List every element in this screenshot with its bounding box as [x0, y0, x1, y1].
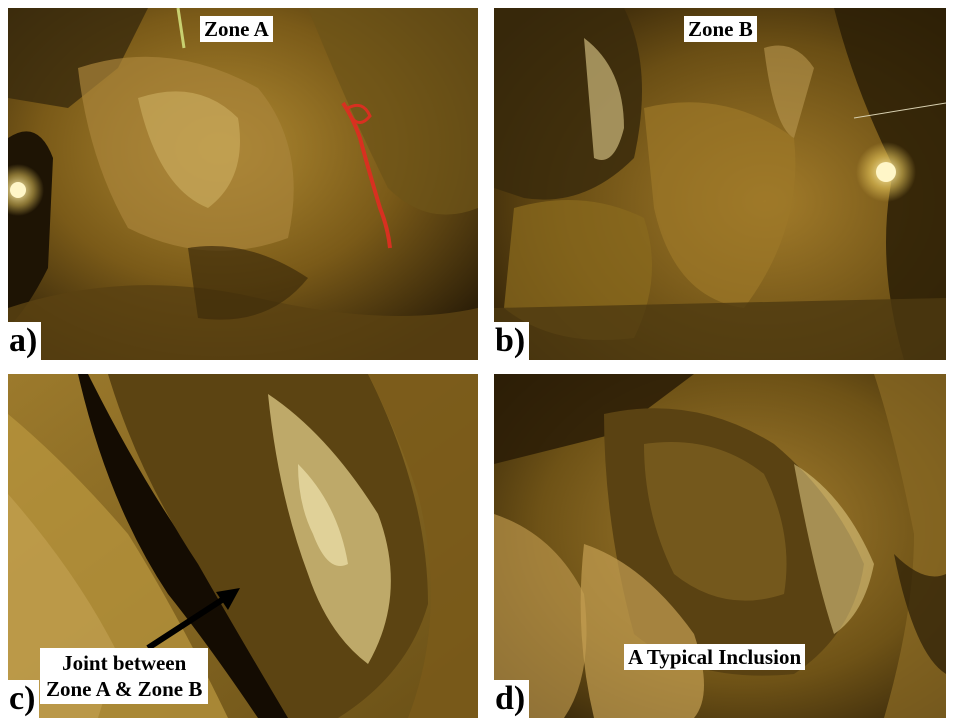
zone-a-label: Zone A	[200, 16, 273, 42]
arrow-icon	[146, 588, 240, 651]
panel-letter-b: b)	[494, 322, 530, 360]
photo-panel-d: A Typical Inclusion d)	[494, 374, 946, 718]
inclusion-label: A Typical Inclusion	[624, 644, 806, 670]
joint-label: Joint between Zone A & Zone B	[40, 648, 209, 704]
panel-letter-a: a)	[8, 322, 42, 360]
joint-label-line1: Joint between	[62, 651, 187, 675]
photo-panel-a: Zone A a)	[8, 8, 478, 360]
panel-letter-c: c)	[8, 680, 40, 718]
photo-panel-c: Joint between Zone A & Zone B c)	[8, 374, 478, 718]
mine-tunnel-photo-a	[8, 8, 478, 360]
inclusion-photo-d	[494, 374, 946, 718]
mine-tunnel-photo-b	[494, 8, 946, 360]
photo-panel-b: Zone B b)	[494, 8, 946, 360]
panel-letter-d: d)	[494, 680, 530, 718]
zone-b-label: Zone B	[684, 16, 757, 42]
joint-label-line2: Zone A & Zone B	[46, 677, 203, 701]
